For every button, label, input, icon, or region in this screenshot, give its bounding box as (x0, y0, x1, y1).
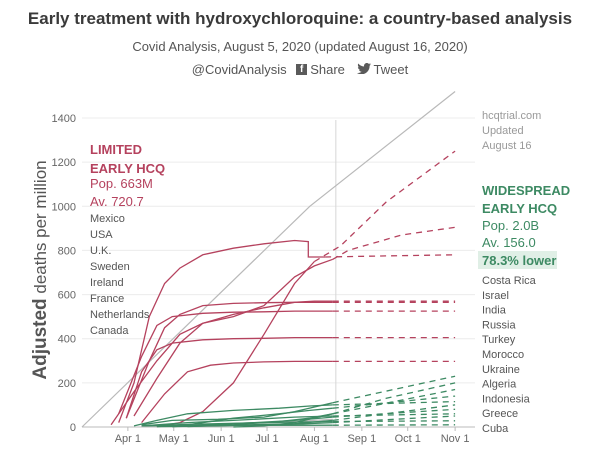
hcq-trial-note: hcqtrial.com (482, 110, 541, 122)
series-line-cuba (141, 424, 333, 427)
limited-country-label: U.K. (90, 245, 111, 257)
tweet-link[interactable]: Tweet (373, 62, 409, 78)
series-projection-morocco (332, 404, 456, 422)
series-line-israel (141, 402, 333, 426)
widespread-pop: Pop. 2.0B (482, 218, 539, 233)
social-bar: @CovidAnalysis f Share Tweet (0, 61, 600, 77)
series-projection-greece (332, 420, 456, 423)
hcq-trial-note: August 16 (482, 140, 532, 152)
x-tick-label: Aug 1 (300, 433, 329, 445)
series-projection-india (332, 388, 456, 415)
chart-title: Early treatment with hydroxychloroquine:… (27, 9, 573, 28)
series-line-netherlands (125, 336, 333, 419)
series-projection-costa-rica (332, 382, 456, 415)
y-tick-1000: 1000 (52, 201, 76, 213)
series-line-usa (110, 258, 334, 426)
limited-country-label: Mexico (90, 213, 125, 225)
x-tick-label: Nov 1 (441, 433, 470, 445)
series-projection-israel (332, 375, 456, 404)
widespread-country-label: Indonesia (482, 393, 531, 405)
limited-country-label: Netherlands (90, 309, 150, 321)
lower-badge-bg (478, 251, 557, 269)
series-projection-usa (332, 226, 456, 260)
twitter-bird-icon[interactable] (356, 62, 371, 77)
limited-country-label: Sweden (90, 261, 130, 273)
series-line-canada (141, 360, 333, 424)
widespread-country-label: Russia (482, 319, 517, 331)
series-line-mexico (156, 261, 315, 428)
y-tick-400: 400 (58, 334, 76, 346)
lower-badge-text: 78.3% lower (482, 253, 556, 268)
series-projection-indonesia (332, 415, 456, 424)
limited-heading: EARLY HCQ (90, 161, 165, 176)
share-link[interactable]: Share (310, 62, 345, 78)
widespread-country-label: Ukraine (482, 364, 520, 376)
y-tick-1400: 1400 (52, 113, 76, 125)
x-tick-label: Jul 1 (255, 433, 278, 445)
limited-country-label: Ireland (90, 277, 124, 289)
widespread-heading: EARLY HCQ (482, 201, 557, 216)
y-tick-1200: 1200 (52, 157, 76, 169)
y-tick-800: 800 (58, 245, 76, 257)
x-tick-label: May 1 (159, 433, 189, 445)
y-tick-0: 0 (70, 422, 76, 434)
limited-pop: Pop. 663M (90, 176, 153, 191)
y-tick-200: 200 (58, 378, 76, 390)
series-line-u-k- (118, 239, 326, 423)
widespread-country-label: Morocco (482, 349, 524, 361)
y-axis-label-rest: deaths per million (31, 160, 50, 298)
widespread-avg: Av. 156.0 (482, 235, 536, 250)
widespread-country-label: Algeria (482, 379, 517, 391)
y-tick-600: 600 (58, 290, 76, 302)
widespread-heading: WIDESPREAD (482, 183, 570, 198)
widespread-country-label: Israel (482, 290, 509, 302)
widespread-country-label: Cuba (482, 423, 509, 435)
series-projection-mexico (314, 150, 456, 263)
hcq-trial-note: Updated (482, 125, 524, 137)
x-tick-label: Apr 1 (115, 433, 141, 445)
facebook-icon[interactable]: f (296, 64, 308, 76)
limited-heading: LIMITED (90, 142, 142, 157)
y-axis-label-bold: Adjusted (30, 298, 51, 379)
series-projection-algeria (332, 413, 456, 417)
widespread-country-label: Greece (482, 408, 518, 420)
series-line-sweden (133, 300, 333, 417)
chart-subtitle: Covid Analysis, August 5, 2020 (updated … (132, 39, 468, 54)
series-line-ireland (125, 301, 333, 419)
x-tick-label: Oct 1 (395, 433, 421, 445)
widespread-country-label: India (482, 305, 507, 317)
limited-country-label: France (90, 293, 124, 305)
x-tick-label: Jun 1 (208, 433, 235, 445)
hcq-trend-line (81, 91, 456, 428)
series-line-france (118, 310, 333, 415)
series-projection-russia (332, 395, 456, 409)
series-projection-turkey (332, 400, 456, 406)
widespread-country-label: Turkey (482, 334, 516, 346)
series-line-turkey (133, 404, 333, 427)
limited-country-label: USA (90, 229, 113, 241)
widespread-country-label: Costa Rica (482, 275, 537, 287)
twitter-handle-link[interactable]: @CovidAnalysis (191, 62, 287, 78)
limited-country-label: Canada (90, 325, 129, 337)
series-projection-u-k- (325, 254, 456, 258)
series-line-algeria (141, 415, 333, 427)
series-projection-ukraine (332, 408, 456, 418)
x-tick-label: Sep 1 (347, 433, 376, 445)
limited-avg: Av. 720.7 (90, 194, 144, 209)
y-axis-label: Adjusted deaths per million (30, 160, 51, 379)
